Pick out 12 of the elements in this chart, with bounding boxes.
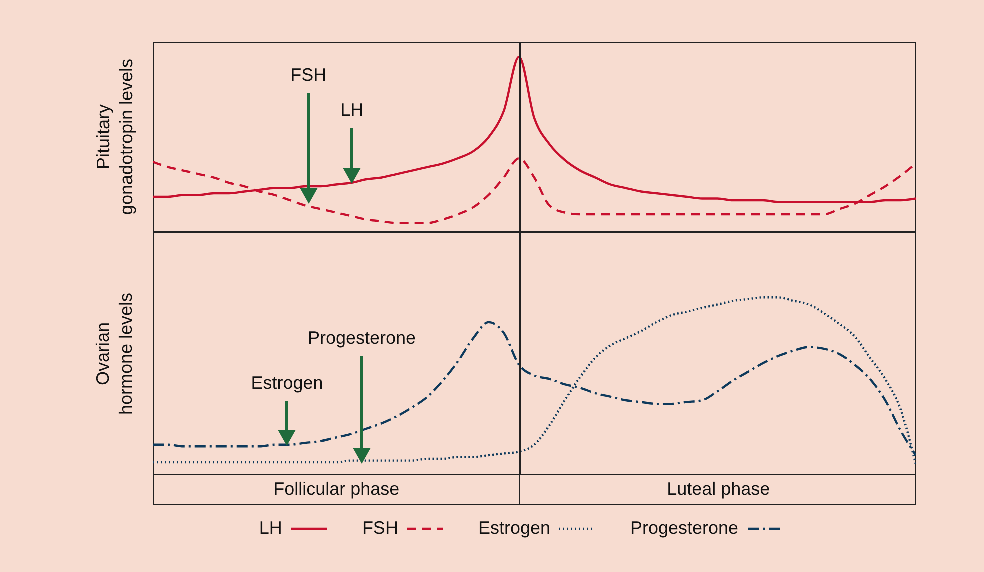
annotation: Estrogen	[250, 372, 324, 394]
text: Luteal phase	[666, 478, 772, 501]
y-axis-title: Ovarian hormone levels	[92, 291, 137, 417]
text: Follicular phase	[154, 475, 520, 504]
legend-label: FSH	[362, 518, 398, 539]
legend-label: Progesterone	[630, 518, 739, 539]
legend-label: LH	[259, 518, 282, 539]
annotation: Progesterone	[307, 327, 418, 349]
y-axis-title: Pituitary gonadotropin levels	[92, 58, 138, 218]
legend-label: Estrogen	[478, 518, 550, 539]
annotation: FSH	[290, 64, 328, 86]
annotation: LH	[340, 99, 365, 121]
